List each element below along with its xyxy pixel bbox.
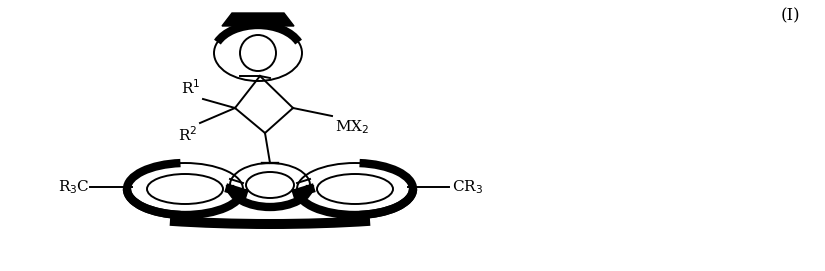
Text: (I): (I) [780,8,799,24]
Text: MX$_2$: MX$_2$ [335,118,370,136]
Ellipse shape [147,174,223,204]
Polygon shape [222,13,294,26]
Text: R$^2$: R$^2$ [177,125,197,144]
Text: R$_3$C: R$_3$C [58,178,90,196]
Ellipse shape [317,174,393,204]
Text: CR$_3$: CR$_3$ [452,178,483,196]
Ellipse shape [214,25,302,81]
Ellipse shape [246,172,294,198]
Text: R$^1$: R$^1$ [181,78,200,97]
